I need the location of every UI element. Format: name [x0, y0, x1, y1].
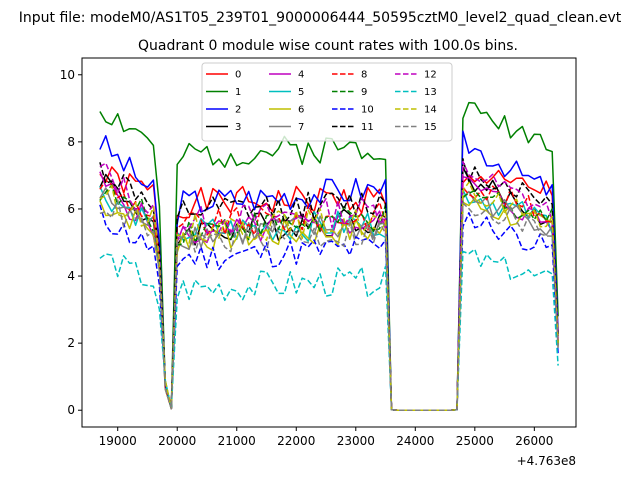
x-tick-label: 21000 — [218, 434, 256, 448]
x-tick-label: 19000 — [99, 434, 137, 448]
legend-label-10: 10 — [361, 105, 374, 116]
legend-label-9: 9 — [361, 87, 367, 98]
legend-label-8: 8 — [361, 70, 367, 81]
series-line-12 — [99, 160, 559, 411]
x-tick-label: 25000 — [456, 434, 494, 448]
legend-label-4: 4 — [298, 70, 304, 81]
y-tick-label: 6 — [67, 202, 75, 216]
x-tick-label: 22000 — [277, 434, 315, 448]
chart-title: Quadrant 0 module wise count rates with … — [138, 38, 518, 54]
x-tick-label: 26000 — [515, 434, 553, 448]
legend-label-15: 15 — [424, 122, 437, 133]
y-axis: 0 2 4 6 8 10 — [60, 68, 82, 417]
legend-label-3: 3 — [235, 122, 241, 133]
x-tick-label: 23000 — [337, 434, 375, 448]
x-tick-label: 24000 — [396, 434, 434, 448]
legend-label-5: 5 — [298, 87, 304, 98]
legend-label-11: 11 — [361, 122, 374, 133]
chart-suptitle: Input file: modeM0/AS1T05_239T01_9000006… — [19, 10, 622, 26]
legend-box — [201, 62, 453, 142]
y-tick-label: 0 — [67, 403, 75, 417]
x-tick-label: 20000 — [158, 434, 196, 448]
series-line-13 — [99, 248, 559, 411]
series-line-5 — [99, 185, 559, 411]
series-line-14 — [99, 181, 559, 411]
series-line-7 — [99, 187, 559, 411]
series-line-2 — [99, 130, 559, 411]
y-tick-label: 10 — [60, 68, 75, 82]
series-line-8 — [99, 179, 559, 411]
series-line-11 — [99, 158, 559, 411]
series-line-1 — [99, 101, 559, 411]
legend-label-12: 12 — [424, 70, 437, 81]
series-line-15 — [99, 199, 559, 411]
legend-label-13: 13 — [424, 87, 437, 98]
x-axis: 19000 20000 21000 22000 23000 24000 25000 26000 — [99, 427, 553, 448]
axes-frame — [81, 57, 577, 428]
legend-label-1: 1 — [235, 87, 241, 98]
legend-label-7: 7 — [298, 122, 304, 133]
legend-label-2: 2 — [235, 105, 241, 116]
series-line-9 — [99, 184, 559, 411]
y-tick-label: 8 — [67, 135, 75, 149]
legend-label-0: 0 — [235, 70, 241, 81]
legend-label-14: 14 — [424, 105, 437, 116]
plot-area — [99, 101, 559, 411]
y-tick-label: 2 — [67, 336, 75, 350]
y-tick-label: 4 — [67, 269, 75, 283]
x-offset-label: +4.763e8 — [517, 454, 576, 468]
legend-label-6: 6 — [298, 105, 304, 116]
